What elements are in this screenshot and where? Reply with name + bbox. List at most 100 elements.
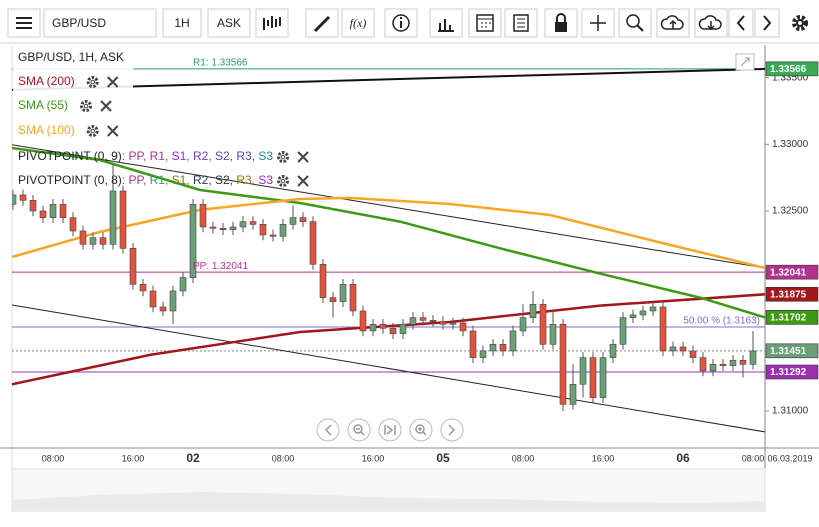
- price-type-button[interactable]: ASK: [207, 8, 251, 38]
- symbol-text: GBP/USD: [52, 16, 106, 30]
- remove-icon[interactable]: [106, 125, 119, 137]
- scroll-left-button[interactable]: [316, 418, 340, 442]
- x-tick-label: 08:00: [272, 453, 295, 463]
- y-tick-label: 1.33000: [772, 139, 809, 150]
- sma-line: [12, 146, 765, 319]
- candle-body: [659, 306, 667, 352]
- crosshair-button[interactable]: [581, 8, 615, 38]
- candle-body: [419, 317, 427, 321]
- x-tick-label: 05: [436, 451, 450, 465]
- pivot-part: S1,: [168, 149, 189, 163]
- level-label: R1: 1.33566: [193, 58, 248, 69]
- candle-body: [389, 327, 397, 334]
- candle-body: [439, 321, 447, 325]
- pivot-part: R2,: [190, 149, 212, 163]
- remove-icon[interactable]: [297, 151, 309, 163]
- candle-body: [239, 221, 247, 228]
- y-tick-label: 1.33500: [772, 72, 809, 83]
- candle-body: [449, 322, 457, 325]
- candle-body: [499, 343, 507, 352]
- gear-hub: [280, 178, 286, 184]
- candle-body: [309, 221, 317, 265]
- candle-body: [249, 221, 257, 225]
- legend-entry: SMA (100): [18, 123, 75, 137]
- candle-body: [689, 350, 697, 358]
- candle-body: [619, 317, 627, 345]
- symbol-box[interactable]: GBP/USD: [43, 8, 157, 38]
- pivot-name: PIVOTPOINT (0, 8): [18, 173, 122, 187]
- pivot-part: R3,: [233, 173, 255, 187]
- candle-body: [119, 190, 127, 249]
- remove-icon[interactable]: [106, 76, 119, 88]
- price-badge-label: 1.31702: [770, 312, 807, 323]
- price-badge: [765, 364, 819, 380]
- forward-button[interactable]: [754, 8, 780, 38]
- x-tick-label: 08:00: [42, 453, 65, 463]
- news-button[interactable]: [504, 8, 538, 38]
- settings-button[interactable]: [792, 15, 808, 31]
- candle-body: [29, 200, 37, 212]
- candle-body: [159, 306, 167, 312]
- candle-body: [539, 303, 547, 345]
- candle-body: [669, 346, 677, 352]
- remove-icon[interactable]: [100, 100, 112, 112]
- settings-icon[interactable]: [80, 100, 93, 112]
- candle-body: [129, 247, 137, 285]
- candle-body: [149, 290, 157, 308]
- popout-icon[interactable]: [735, 53, 755, 71]
- navigator-area: [12, 492, 765, 511]
- interval-button[interactable]: 1H: [162, 8, 202, 38]
- fit-button[interactable]: [378, 418, 402, 442]
- candle-body: [559, 323, 567, 405]
- candle-body: [519, 317, 527, 332]
- zoom-in-button[interactable]: [409, 418, 433, 442]
- back-button[interactable]: [728, 8, 754, 38]
- candle-body: [589, 357, 597, 398]
- calendar-button[interactable]: [468, 8, 502, 38]
- y-tick-label: 1.31000: [772, 406, 809, 417]
- remove-icon[interactable]: [297, 175, 309, 187]
- draw-button[interactable]: [305, 8, 339, 38]
- price-badge-label: 1.31292: [770, 367, 807, 378]
- level-label: PP: 1.32041: [193, 261, 248, 272]
- pivot-part: R1,: [146, 173, 168, 187]
- price-badge: [765, 264, 819, 280]
- settings-icon[interactable]: [86, 125, 99, 137]
- menu-button[interactable]: [7, 8, 41, 38]
- candle-body: [529, 303, 537, 318]
- candle-body: [649, 306, 657, 312]
- scroll-right-button[interactable]: [440, 418, 464, 442]
- x-tick-label: 16:00: [592, 453, 615, 463]
- legend-title: GBP/USD, 1H, ASK: [18, 50, 124, 64]
- level-label: 50.00 % (1.3163): [683, 316, 760, 327]
- candle-body: [429, 319, 437, 322]
- zoom-button[interactable]: [618, 8, 652, 38]
- pivot-part: : PP,: [122, 173, 146, 187]
- candle-body: [289, 217, 297, 225]
- interval-text: 1H: [174, 16, 189, 30]
- lock-button[interactable]: [544, 8, 578, 38]
- settings-icon[interactable]: [277, 151, 290, 163]
- zoom-out-button[interactable]: [347, 418, 371, 442]
- function-button[interactable]: f(x): [341, 8, 375, 38]
- candle-body: [59, 204, 67, 218]
- upload-button[interactable]: [656, 8, 690, 38]
- price-badge-label: 1.31875: [770, 289, 807, 300]
- pivot-part: S1,: [168, 173, 189, 187]
- info-button[interactable]: [384, 8, 418, 38]
- candle-body: [599, 357, 607, 398]
- trendline: [12, 304, 765, 433]
- settings-icon[interactable]: [86, 76, 99, 88]
- volume-button[interactable]: [429, 8, 463, 38]
- candle-body: [479, 350, 487, 358]
- price-type-text: ASK: [217, 16, 241, 30]
- gear: [86, 125, 99, 137]
- pivot-part: S3: [255, 149, 273, 163]
- x-tick-label: 16:00: [362, 453, 385, 463]
- candle-body: [179, 277, 187, 292]
- settings-icon[interactable]: [277, 175, 290, 187]
- candle-body: [579, 357, 587, 385]
- candle-body: [569, 383, 577, 405]
- chart-type-button[interactable]: [255, 8, 289, 38]
- download-button[interactable]: [694, 8, 728, 38]
